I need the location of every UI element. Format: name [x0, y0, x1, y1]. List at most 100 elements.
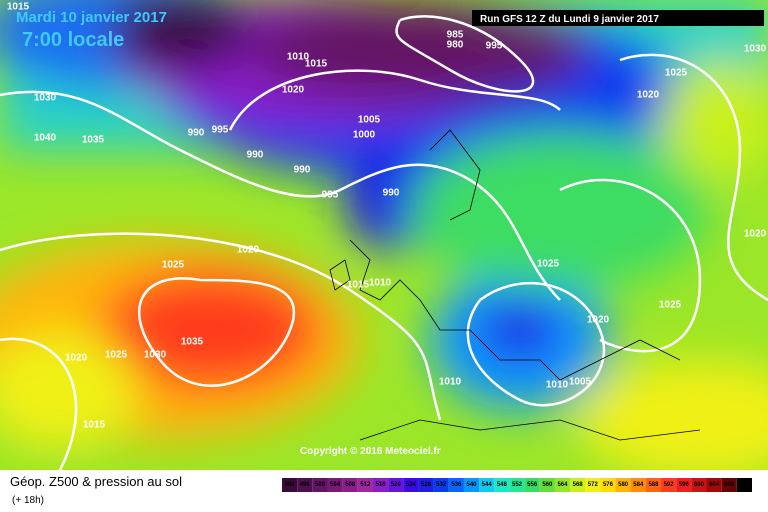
- isobar-label: 1025: [537, 259, 560, 270]
- scale-label: 528: [421, 482, 432, 488]
- isobar-label: 1005: [358, 115, 381, 126]
- scale-swatch: [585, 478, 601, 492]
- scale-label: 496: [300, 482, 311, 488]
- scale-label: 536: [451, 482, 462, 488]
- footer-title: Géop. Z500 & pression au sol: [10, 474, 182, 489]
- footer-lead: (+ 18h): [12, 495, 44, 506]
- scale-swatch: [721, 478, 737, 492]
- isobar-label: 990: [383, 188, 400, 199]
- scale-swatch: [691, 478, 707, 492]
- isobar-label: 1025: [105, 350, 128, 361]
- scale-label: 576: [603, 482, 614, 488]
- scale-label: 556: [527, 482, 538, 488]
- isobar-label: 1015: [305, 59, 328, 70]
- isobar-label: 1010: [287, 52, 310, 63]
- scale-label: 592: [664, 482, 675, 488]
- scale-label: 516: [376, 482, 387, 488]
- scale-swatch: [433, 478, 449, 492]
- isobar-label: 1035: [181, 337, 204, 348]
- scale-label: 584: [633, 482, 644, 488]
- run-box: [472, 10, 764, 26]
- isobar-label: 1000: [353, 130, 376, 141]
- scale-label: 604: [709, 482, 720, 488]
- scale-label: 600: [694, 482, 705, 488]
- color-scale: 492 496 500 504 508 512 516 520 524 528 532 536 540 5…: [282, 478, 752, 492]
- scale-swatch: [327, 478, 343, 492]
- isobar-label: 1010: [546, 380, 569, 391]
- scale-swatch: [357, 478, 373, 492]
- isobar-label: 1015: [7, 2, 30, 13]
- scale-swatch: [645, 478, 662, 492]
- scale-swatch: [615, 478, 631, 492]
- scale-swatch: [736, 478, 752, 492]
- scale-label: 568: [573, 482, 584, 488]
- isobar-label: 990: [294, 165, 311, 176]
- isobar-label: 1040: [34, 133, 57, 144]
- isobar-label: 1030: [744, 44, 767, 55]
- isobar-label: 980: [447, 40, 464, 51]
- scale-swatch: [418, 478, 434, 492]
- scale-label: 540: [467, 482, 478, 488]
- scale-label: 608: [724, 482, 735, 488]
- scale-label: 572: [588, 482, 599, 488]
- scale-label: 532: [436, 482, 447, 488]
- scale-label: 548: [497, 482, 508, 488]
- scale-swatch: [554, 478, 571, 492]
- isobars: [0, 15, 768, 471]
- scale-swatch: [463, 478, 480, 492]
- scale-label: 512: [360, 482, 371, 488]
- copyright: Copyright © 2016 Meteociel.fr: [300, 446, 441, 457]
- scale-swatch: [479, 478, 495, 492]
- scale-swatch: [661, 478, 677, 492]
- isobar-label: 985: [447, 30, 464, 41]
- isobar-label: 1015: [347, 280, 370, 291]
- scale-label: 500: [315, 482, 326, 488]
- isobar-label: 990: [247, 150, 264, 161]
- scale-swatch: [342, 478, 358, 492]
- isobar-label: 1020: [744, 229, 767, 240]
- isobar-label: 1020: [587, 315, 610, 326]
- isobar-label: 1030: [34, 93, 57, 104]
- isobar-label: 1010: [439, 377, 462, 388]
- isobar-label: 1030: [144, 350, 167, 361]
- scale-swatch: [282, 478, 298, 492]
- isobar-label: 990: [188, 128, 205, 139]
- scale-label: 520: [391, 482, 402, 488]
- isobar-label: 1020: [637, 90, 660, 101]
- scale-swatch: [403, 478, 419, 492]
- scale-label: 492: [285, 482, 296, 488]
- scale-label: 564: [557, 482, 568, 488]
- isobar-label: 1025: [659, 300, 682, 311]
- time: 7:00 locale: [22, 29, 124, 51]
- isobar-label: 1020: [65, 353, 88, 364]
- scale-swatch: [448, 478, 464, 492]
- scale-label: 508: [345, 482, 356, 488]
- scale-swatch: [372, 478, 389, 492]
- isobar-label: 995: [212, 125, 229, 136]
- scale-label: 596: [679, 482, 690, 488]
- scale-swatch: [297, 478, 313, 492]
- isobar-label: 995: [322, 190, 339, 201]
- scale-swatch: [494, 478, 510, 492]
- scale-swatch: [570, 478, 586, 492]
- run: Run GFS 12 Z du Lundi 9 janvier 2017: [480, 14, 659, 25]
- isobar-label: 1025: [665, 68, 688, 79]
- scale-label: 612: [739, 482, 750, 488]
- scale-label: 588: [648, 482, 659, 488]
- scale-label: 580: [618, 482, 629, 488]
- scale-swatch: [706, 478, 722, 492]
- scale-swatch: [630, 478, 646, 492]
- scale-swatch: [509, 478, 525, 492]
- scale-label: 544: [482, 482, 493, 488]
- isobar-label: 1005: [569, 377, 592, 388]
- scale-swatch: [539, 478, 555, 492]
- date: Mardi 10 janvier 2017: [16, 9, 167, 26]
- scale-swatch: [524, 478, 540, 492]
- isobar-label: 1025: [162, 260, 185, 271]
- isobar-label: 1015: [83, 420, 106, 431]
- scale-label: 524: [406, 482, 417, 488]
- isobar-label: 1020: [237, 245, 260, 256]
- isobar-label: 1035: [82, 135, 105, 146]
